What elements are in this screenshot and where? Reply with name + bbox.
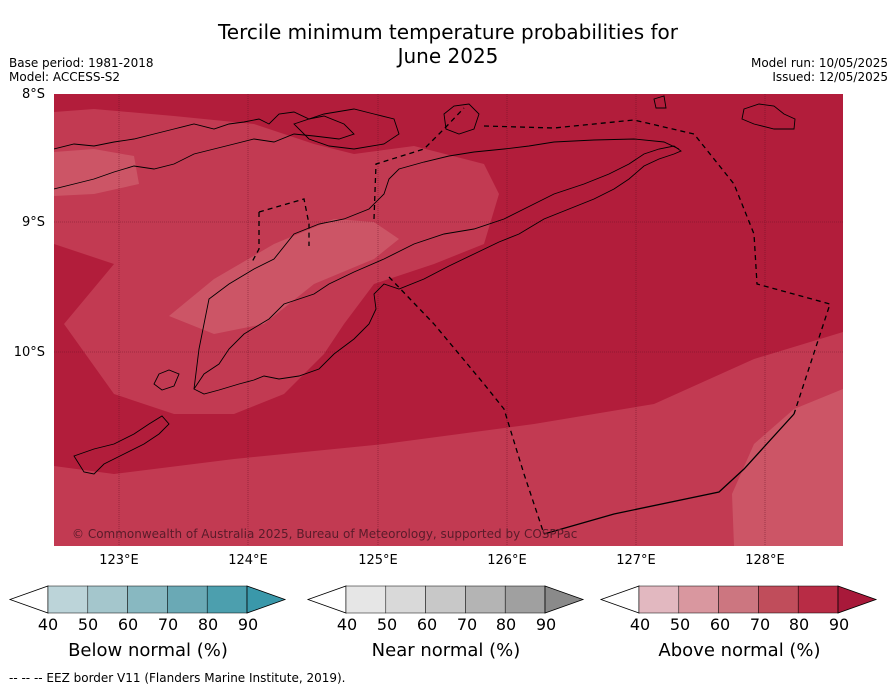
lon-label-128e: 128°E [745,553,785,568]
lon-label-124e: 124°E [228,553,268,568]
cbar-near-segment [465,585,506,614]
eez-west-enclave [258,198,310,246]
cbar-below-arrow-right [246,585,287,614]
eez-footnote: -- -- -- EEZ border V11 (Flanders Marine… [9,671,346,685]
cbar-near-tick-70: 70 [456,615,478,634]
cbar-above-tick-80: 80 [788,615,810,634]
cbar-above-tick-50: 50 [669,615,691,634]
cbar-below-segment [47,585,89,614]
cbar-below-tick-90: 90 [237,615,259,634]
cbar-above-segment [797,585,839,614]
cbar-above-arrow-right [837,585,878,614]
cbar-near-tick-90: 90 [535,615,557,634]
zone-70-80-south-east [732,389,843,546]
cbar-near-segment [425,585,466,614]
cbar-near-segment [504,585,546,614]
cbar-above-segment [718,585,759,614]
eez-north-line [373,107,465,220]
model-run: Model run: 10/05/2025 [750,56,888,70]
eez-south-boundary [388,276,545,535]
cbar-near-tick-80: 80 [495,615,517,634]
zone-70-80-centre [169,219,399,334]
rote-island-outline [153,369,180,391]
lat-label-10s: 10°S [13,345,45,360]
cbar-near-arrow-left [306,585,347,614]
sawu-island-outline [73,415,170,475]
cbar-below-label: Below normal (%) [68,640,228,661]
cbar-near-tick-40: 40 [336,615,358,634]
cbar-below-tick-70: 70 [157,615,179,634]
cbar-above-tick-70: 70 [749,615,771,634]
eez-west-enclave-2 [251,212,260,263]
cbar-above-tick-90: 90 [828,615,850,634]
cbar-below-arrow-left [8,585,49,614]
lon-label-123e: 123°E [99,553,139,568]
eez-solid-boundary [543,413,795,535]
cbar-below-tick-40: 40 [37,615,59,634]
cbar-near-tick-50: 50 [376,615,398,634]
cbar-near-tick-60: 60 [416,615,438,634]
lat-label-9s: 9°S [21,215,45,230]
model-name: Model: ACCESS-S2 [9,70,121,84]
cbar-above-arrow-left [599,585,640,614]
alor-island-outline [443,103,480,135]
lon-label-125e: 125°E [358,553,398,568]
lon-label-126e: 126°E [487,553,527,568]
small-island-1 [653,95,667,109]
cbar-above-tick-60: 60 [709,615,731,634]
cbar-near-segment [385,585,426,614]
cbar-below-tick-60: 60 [117,615,139,634]
cbar-below-segment [206,585,248,614]
zone-70-80-north [54,149,139,196]
colorbars [8,585,878,614]
cbar-above-tick-40: 40 [629,615,651,634]
coastlines [54,95,796,475]
cbar-above-label: Above normal (%) [658,640,821,661]
cbar-near-arrow-right [544,585,585,614]
cbar-above-segment [678,585,719,614]
cbar-above-segment [758,585,799,614]
copyright-notice: © Commonwealth of Australia 2025, Bureau… [72,527,578,541]
meta-right: Model run: 10/05/2025 Issued: 12/05/2025 [751,56,888,84]
timor-island-inner-coast [193,138,680,390]
cbar-near-label: Near normal (%) [371,640,521,661]
lon-label-127e: 127°E [616,553,656,568]
meta-left: Base period: 1981-2018 Model: ACCESS-S2 [9,56,154,84]
cbar-below-tick-50: 50 [77,615,99,634]
cbar-below-segment [87,585,128,614]
lat-label-8s: 8°S [21,87,45,102]
timor-island-outline [193,145,682,395]
issued-date: Issued: 12/05/2025 [772,70,888,84]
graticule [54,94,843,546]
cbar-above-segment [638,585,680,614]
cbar-below-segment [127,585,168,614]
zone-80-90-south-east [54,332,843,546]
cbar-below-segment [167,585,208,614]
eez-border [251,107,831,535]
eastern-islands-outline [741,103,796,130]
cbar-near-segment [345,585,387,614]
map-title: Tercile minimum temperature probabilitie… [217,20,679,68]
cbar-below-tick-80: 80 [197,615,219,634]
flores-island-outline [54,111,355,190]
northern-islands-outline [293,108,400,150]
probability-map [54,94,843,546]
base-period: Base period: 1981-2018 [9,56,154,70]
